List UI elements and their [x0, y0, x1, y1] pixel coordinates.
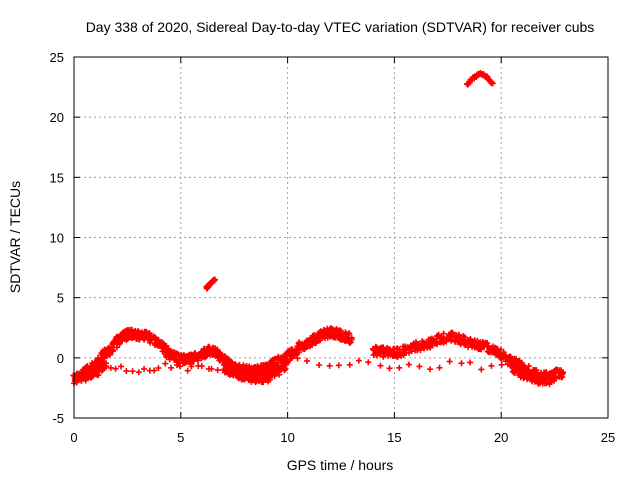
data-point	[234, 366, 241, 373]
data-point	[321, 326, 328, 333]
data-point	[224, 362, 231, 369]
data-point	[151, 367, 158, 374]
data-point	[489, 80, 496, 87]
data-point	[214, 367, 221, 374]
data-point	[284, 357, 291, 364]
data-point	[162, 360, 169, 367]
data-point	[386, 365, 393, 372]
data-point	[112, 365, 119, 372]
data-point	[461, 334, 468, 341]
data-point	[316, 362, 323, 369]
x-tick-label: 0	[70, 430, 77, 445]
data-point	[346, 330, 353, 337]
chart-title: Day 338 of 2020, Sidereal Day-to-day VTE…	[86, 19, 595, 35]
data-point	[211, 276, 218, 283]
data-point	[276, 371, 283, 378]
data-point	[467, 359, 474, 366]
data-point	[103, 363, 110, 370]
plot-frame	[73, 56, 609, 419]
data-point	[109, 347, 116, 354]
y-tick-label: 25	[50, 50, 64, 65]
data-point	[365, 359, 372, 366]
data-point	[346, 361, 353, 368]
data-point	[317, 337, 324, 344]
y-tick-label: 0	[57, 351, 64, 366]
data-point	[514, 358, 521, 365]
data-point	[123, 368, 130, 375]
x-tick-label: 25	[601, 430, 615, 445]
y-tick-label: 20	[50, 110, 64, 125]
data-point	[118, 363, 125, 370]
data-point	[551, 375, 558, 382]
data-point	[355, 357, 362, 364]
grid-lines	[74, 57, 608, 418]
data-point	[348, 334, 355, 341]
data-point	[533, 367, 540, 374]
data-point	[295, 349, 302, 356]
data-point	[526, 370, 533, 377]
y-tick-label: 15	[50, 170, 64, 185]
data-point	[436, 364, 443, 371]
data-point	[488, 362, 495, 369]
data-point	[294, 355, 301, 362]
data-point	[478, 366, 485, 373]
x-axis-label: GPS time / hours	[287, 457, 394, 473]
data-point	[470, 339, 477, 346]
data-point	[416, 363, 423, 370]
data-point	[107, 364, 114, 371]
y-axis-label: SDTVAR / TECUs	[7, 181, 23, 293]
data-point	[271, 366, 278, 373]
data-point	[129, 368, 136, 375]
x-tick-label: 10	[280, 430, 294, 445]
data-point	[335, 362, 342, 369]
data-points	[70, 70, 567, 388]
data-point	[326, 362, 333, 369]
data-point	[208, 365, 215, 372]
data-point	[377, 362, 384, 369]
data-point	[525, 363, 532, 370]
data-point	[177, 363, 184, 370]
data-point	[141, 365, 148, 372]
data-point	[184, 367, 191, 374]
data-point	[346, 339, 353, 346]
y-tick-label: 10	[50, 231, 64, 246]
data-point	[478, 344, 485, 351]
data-point	[212, 346, 219, 353]
data-point	[429, 342, 436, 349]
data-point	[155, 365, 162, 372]
data-point	[458, 360, 465, 367]
data-point	[560, 369, 567, 376]
data-point	[252, 379, 259, 386]
data-point	[243, 370, 250, 377]
data-point	[94, 371, 101, 378]
data-point	[303, 357, 310, 364]
x-tick-label: 5	[177, 430, 184, 445]
data-point	[99, 355, 106, 362]
data-point	[162, 344, 169, 351]
data-point	[506, 353, 513, 360]
data-point	[498, 361, 505, 368]
y-tick-label: -5	[52, 411, 64, 426]
data-point	[448, 337, 455, 344]
y-tick-label: 5	[57, 291, 64, 306]
x-tick-label: 15	[387, 430, 401, 445]
data-point	[534, 371, 541, 378]
data-point	[168, 364, 175, 371]
data-point	[135, 369, 142, 376]
data-point	[440, 330, 447, 337]
data-point	[396, 364, 403, 371]
data-point	[427, 366, 434, 373]
data-point	[198, 363, 205, 370]
data-point	[279, 360, 286, 367]
data-point	[405, 361, 412, 368]
axis-ticks: 0 5 10 15 20 25 -5 0 5 10 15 20 25	[50, 50, 616, 445]
data-point	[446, 358, 453, 365]
x-tick-label: 20	[494, 430, 508, 445]
data-point	[518, 366, 525, 373]
data-point	[544, 371, 551, 378]
data-point	[188, 363, 195, 370]
